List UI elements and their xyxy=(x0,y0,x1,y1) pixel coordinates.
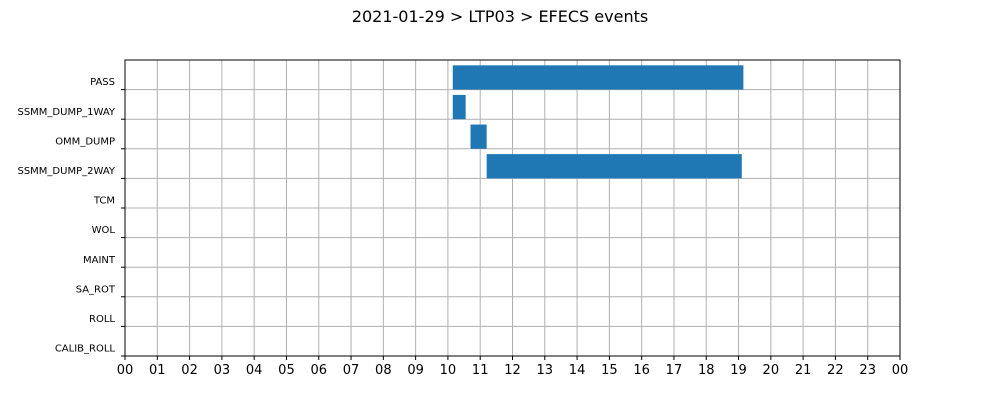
x-tick-label: 23 xyxy=(859,363,876,378)
chart-title: 2021-01-29 > LTP03 > EFECS events xyxy=(352,7,648,26)
y-tick-label: SSMM_DUMP_1WAY xyxy=(17,107,115,118)
y-tick-label: CALIB_ROLL xyxy=(55,344,116,355)
x-tick-label: 20 xyxy=(763,363,780,378)
x-tick-label: 00 xyxy=(892,363,909,378)
y-tick-label: SA_ROT xyxy=(76,284,116,295)
x-tick-label: 09 xyxy=(407,363,424,378)
y-tick-label: TCM xyxy=(93,196,115,207)
x-tick-label: 04 xyxy=(246,363,263,378)
y-tick-label: MAINT xyxy=(83,255,116,266)
x-tick-label: 05 xyxy=(278,363,295,378)
x-tick-label: 17 xyxy=(666,363,683,378)
x-tick-label: 13 xyxy=(537,363,554,378)
x-tick-label: 02 xyxy=(181,363,198,378)
grid xyxy=(124,60,901,357)
y-tick-label: ROLL xyxy=(89,314,115,325)
event-bar xyxy=(452,94,466,120)
x-tick-label: 22 xyxy=(827,363,844,378)
x-tick-label: 00 xyxy=(117,363,134,378)
x-tick-label: 08 xyxy=(375,363,392,378)
x-tick-label: 07 xyxy=(343,363,360,378)
x-axis: 00 01 02 03 04 05 06 07 08 09 10 11 12 13 14 15 16 17 18 19… xyxy=(117,356,909,378)
x-tick-label: 03 xyxy=(214,363,231,378)
x-tick-label: 21 xyxy=(795,363,812,378)
event-bars xyxy=(452,65,744,179)
y-tick-label: OMM_DUMP xyxy=(55,136,115,147)
y-axis: PASS SSMM_DUMP_1WAY OMM_DUMP SSMM_DUMP_2WAY… xyxy=(17,77,125,357)
x-tick-label: 12 xyxy=(504,363,521,378)
y-tick-label: WOL xyxy=(92,225,116,236)
x-tick-label: 01 xyxy=(149,363,166,378)
x-tick-label: 18 xyxy=(698,363,715,378)
event-bar xyxy=(470,124,487,149)
event-bar xyxy=(452,65,744,90)
event-bar xyxy=(486,154,742,179)
x-tick-label: 15 xyxy=(601,363,618,378)
y-tick-label: PASS xyxy=(90,77,115,88)
x-tick-label: 16 xyxy=(633,363,650,378)
x-tick-label: 11 xyxy=(472,363,489,378)
x-tick-label: 19 xyxy=(730,363,747,378)
x-tick-label: 06 xyxy=(310,363,327,378)
x-tick-label: 14 xyxy=(569,363,586,378)
x-tick-label: 10 xyxy=(440,363,457,378)
y-tick-label: SSMM_DUMP_2WAY xyxy=(17,166,115,177)
